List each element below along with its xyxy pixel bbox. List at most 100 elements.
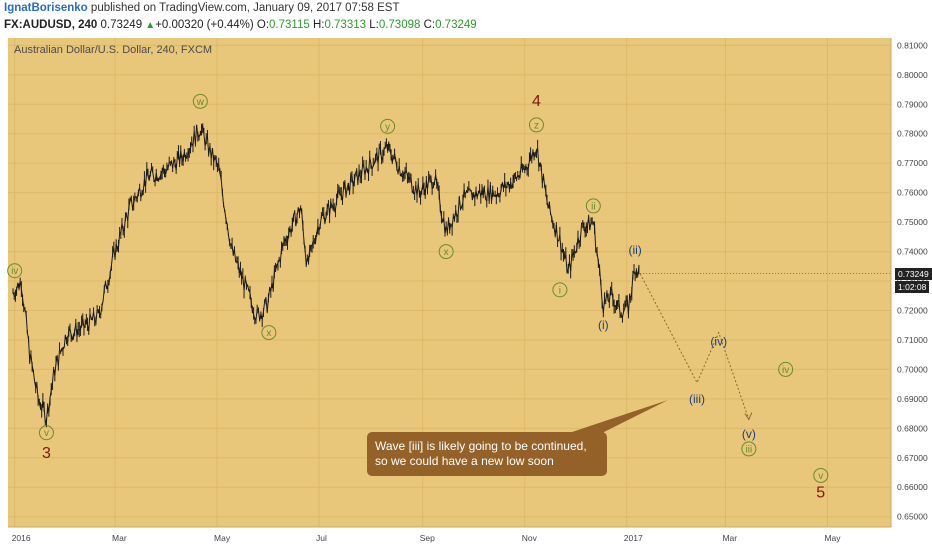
candle bbox=[49, 390, 52, 398]
candle bbox=[545, 191, 548, 202]
candle bbox=[623, 308, 626, 312]
candle bbox=[244, 277, 247, 285]
candle bbox=[476, 193, 479, 198]
candle bbox=[462, 189, 465, 203]
candle bbox=[60, 348, 63, 352]
candle bbox=[387, 142, 390, 151]
wave-label: v bbox=[818, 471, 823, 482]
candle bbox=[602, 299, 606, 313]
wave-label: i bbox=[559, 285, 561, 296]
candle bbox=[100, 306, 103, 315]
candle bbox=[371, 165, 374, 170]
candle bbox=[464, 191, 467, 195]
candle bbox=[504, 181, 507, 189]
wave-label: (i) bbox=[598, 318, 609, 332]
author-link[interactable]: IgnatBorisenko bbox=[4, 2, 88, 14]
candle bbox=[75, 323, 78, 337]
candle bbox=[93, 311, 96, 321]
candle bbox=[109, 265, 112, 273]
wave-label: z bbox=[534, 120, 539, 131]
candle bbox=[148, 173, 151, 181]
candle bbox=[383, 147, 386, 150]
candle bbox=[54, 362, 57, 376]
candle bbox=[588, 216, 591, 230]
candle bbox=[127, 206, 130, 221]
candle bbox=[430, 176, 433, 189]
candle bbox=[577, 237, 580, 243]
candle bbox=[275, 264, 278, 271]
candle bbox=[220, 178, 223, 193]
wave-label: (iii) bbox=[689, 392, 705, 406]
candle bbox=[519, 163, 522, 176]
candle bbox=[37, 398, 40, 403]
candle bbox=[121, 222, 124, 231]
candle bbox=[183, 151, 187, 159]
candle bbox=[309, 245, 312, 250]
candle bbox=[302, 226, 305, 242]
wave-label: (ii) bbox=[628, 243, 641, 257]
candle bbox=[34, 380, 37, 388]
candle bbox=[45, 405, 49, 422]
price-candles bbox=[12, 123, 640, 428]
candle bbox=[198, 134, 201, 137]
candle bbox=[281, 243, 284, 249]
candle bbox=[353, 172, 356, 182]
callout-line-1: Wave [iii] is likely going to be continu… bbox=[375, 439, 587, 453]
candle bbox=[73, 331, 76, 335]
candle bbox=[190, 143, 193, 149]
candle bbox=[518, 175, 521, 178]
candle bbox=[422, 184, 425, 189]
candle bbox=[69, 328, 72, 335]
candle bbox=[133, 196, 136, 204]
candle bbox=[437, 186, 440, 192]
wave-label-circle bbox=[741, 441, 757, 457]
candle bbox=[389, 147, 392, 157]
candle bbox=[611, 289, 614, 299]
candle bbox=[102, 288, 105, 301]
candle bbox=[257, 310, 261, 321]
wave-label: x bbox=[266, 328, 271, 339]
candle bbox=[110, 253, 114, 266]
candle bbox=[572, 251, 575, 256]
published-text: published on TradingView.com, January 09… bbox=[90, 2, 400, 14]
wave-label: iv bbox=[782, 365, 789, 376]
x-tick-label: May bbox=[214, 533, 231, 543]
candle bbox=[123, 216, 126, 232]
candle bbox=[456, 214, 459, 218]
candle bbox=[51, 369, 55, 384]
y-tick-label: 0.78000 bbox=[897, 129, 928, 139]
candle bbox=[179, 150, 182, 164]
wave-label-circle bbox=[778, 361, 794, 377]
candle bbox=[388, 142, 391, 148]
wave-label-circle bbox=[192, 93, 208, 109]
candle bbox=[237, 262, 240, 274]
candle bbox=[428, 176, 431, 179]
candle bbox=[344, 181, 347, 197]
candle bbox=[249, 292, 252, 303]
candle bbox=[458, 197, 461, 209]
candle bbox=[492, 189, 495, 197]
candle bbox=[31, 365, 34, 372]
wave-label: (v) bbox=[742, 427, 756, 441]
candle bbox=[574, 251, 576, 253]
candle bbox=[319, 216, 322, 226]
wave-label-circle bbox=[438, 244, 454, 260]
candle bbox=[321, 214, 323, 217]
candle bbox=[533, 153, 536, 158]
candle bbox=[330, 201, 333, 207]
candle bbox=[469, 189, 472, 192]
x-tick-label: Mar bbox=[722, 533, 737, 543]
candle bbox=[255, 309, 258, 321]
candle bbox=[395, 159, 398, 169]
candle bbox=[291, 214, 294, 226]
wave-label: y bbox=[385, 122, 390, 133]
candle bbox=[566, 268, 569, 274]
y-tick-label: 0.65000 bbox=[897, 512, 928, 522]
candle bbox=[349, 175, 352, 194]
y-tick-label: 0.77000 bbox=[897, 158, 928, 168]
candle bbox=[230, 243, 233, 246]
candle bbox=[525, 165, 528, 169]
candle bbox=[596, 253, 599, 262]
last-price: 0.73249 bbox=[100, 19, 143, 31]
candle bbox=[438, 191, 441, 210]
